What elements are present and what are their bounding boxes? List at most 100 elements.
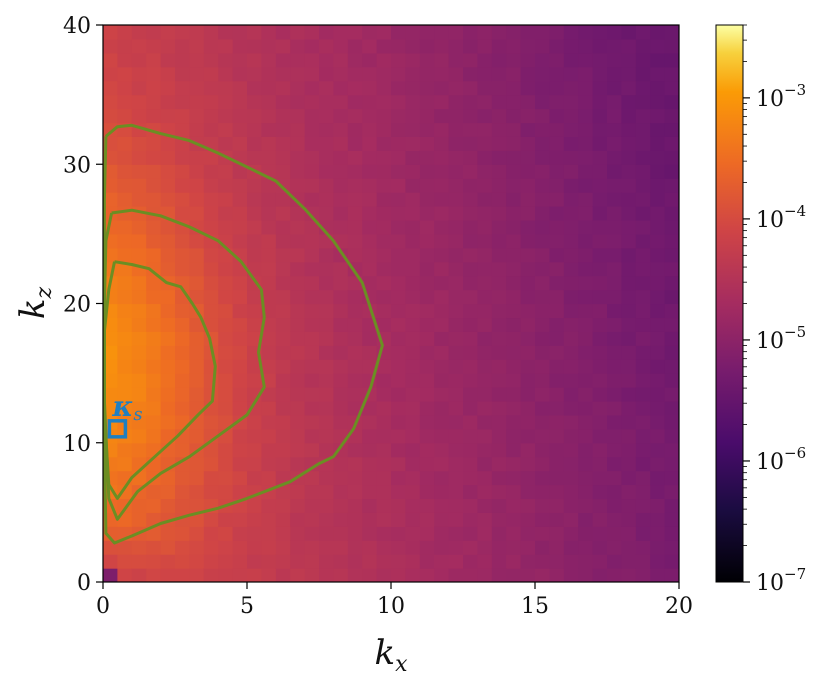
heatmap-cell [405, 387, 421, 402]
heatmap-cell [535, 498, 550, 513]
heatmap-cell [535, 247, 550, 263]
heatmap-cell [463, 414, 478, 430]
heatmap-cell [448, 484, 464, 500]
heatmap-cell [362, 136, 378, 151]
heatmap-cell [232, 400, 248, 416]
heatmap-cell [391, 484, 406, 500]
heatmap-cell [434, 192, 450, 207]
heatmap-cell [607, 317, 622, 332]
heatmap-cell [664, 331, 679, 346]
heatmap-cell [189, 80, 205, 96]
heatmap-cell [189, 456, 205, 472]
heatmap-cell [621, 414, 637, 430]
heatmap-cell [319, 484, 334, 500]
heatmap-cell [650, 540, 666, 555]
heatmap-cell [434, 136, 450, 151]
heatmap-cell [117, 554, 133, 569]
heatmap-cell [146, 373, 162, 388]
heatmap-cell [376, 512, 392, 527]
heatmap-cell [333, 359, 349, 374]
heatmap-cell [117, 94, 133, 110]
heatmap-cell [261, 178, 277, 193]
heatmap-cell [463, 554, 478, 569]
heatmap-cell [232, 136, 248, 151]
heatmap-cell [621, 428, 637, 444]
heatmap-cell [563, 331, 579, 346]
heatmap-cell [146, 150, 162, 165]
heatmap-cell [218, 80, 234, 96]
heatmap-cell [506, 345, 522, 360]
heatmap-cell [319, 540, 334, 555]
heatmap-cell [635, 80, 651, 96]
heatmap-cell [203, 470, 219, 486]
heatmap-cell [103, 400, 118, 416]
heatmap-cell [347, 94, 363, 110]
heatmap-cell [491, 108, 507, 124]
heatmap-cell [463, 25, 478, 40]
heatmap-cell [146, 192, 162, 207]
heatmap-cell [405, 456, 421, 472]
heatmap-cell [131, 568, 147, 582]
heatmap-cell [247, 554, 262, 569]
heatmap-cell [506, 52, 522, 68]
heatmap-cell [218, 359, 234, 374]
heatmap-cell [232, 442, 248, 458]
heatmap-cell [218, 526, 234, 541]
heatmap-cell [607, 38, 622, 54]
heatmap-cell [232, 331, 248, 346]
heatmap-cell [261, 219, 277, 235]
heatmap-cell [391, 108, 406, 124]
heatmap-cell [535, 136, 550, 151]
heatmap-cell [664, 512, 679, 527]
heatmap-cell [261, 261, 277, 277]
heatmap-cell [635, 345, 651, 360]
heatmap-cell [434, 108, 450, 124]
heatmap-cell [304, 80, 320, 96]
heatmap-cell [131, 400, 147, 416]
heatmap-cell [175, 373, 190, 388]
heatmap-cell [160, 414, 176, 430]
heatmap-cell [131, 428, 147, 444]
heatmap-cell [635, 568, 651, 582]
heatmap-cell [563, 554, 579, 569]
heatmap-cell [218, 136, 234, 151]
heatmap-cell [607, 52, 622, 68]
heatmap-cell [549, 192, 565, 207]
heatmap-cell [189, 52, 205, 68]
heatmap-cell [131, 94, 147, 110]
heatmap-cell [304, 303, 320, 319]
heatmap-cell [146, 331, 162, 346]
heatmap-cell [376, 414, 392, 430]
heatmap-cell [491, 25, 507, 40]
heatmap-cell [261, 345, 277, 360]
heatmap-cell [203, 526, 219, 541]
heatmap-cell [304, 526, 320, 541]
heatmap-cell [448, 400, 464, 416]
heatmap-cell [434, 164, 450, 179]
heatmap-cell [419, 38, 435, 54]
heatmap-cell [275, 94, 291, 110]
heatmap-cell [463, 400, 478, 416]
heatmap-cell [304, 317, 320, 332]
heatmap-cell [333, 331, 349, 346]
heatmap-cell [218, 484, 234, 500]
heatmap-cell [419, 178, 435, 193]
heatmap-cell [189, 470, 205, 486]
heatmap-cell [477, 25, 493, 40]
heatmap-cell [347, 470, 363, 486]
heatmap-cell [275, 233, 291, 249]
heatmap-cell [189, 122, 205, 137]
heatmap-cell [448, 122, 464, 137]
heatmap-cell [520, 164, 536, 179]
heatmap-cell [578, 512, 594, 527]
heatmap-cell [189, 498, 205, 513]
heatmap-cell [664, 206, 679, 221]
heatmap-cell [520, 526, 536, 541]
heatmap-cell [520, 540, 536, 555]
heatmap-cell [607, 540, 622, 555]
heatmap-cell [232, 275, 248, 291]
heatmap-cell [549, 52, 565, 68]
heatmap-cell [650, 122, 666, 137]
heatmap-cell [463, 512, 478, 527]
y-axis-label: kz [13, 286, 57, 319]
